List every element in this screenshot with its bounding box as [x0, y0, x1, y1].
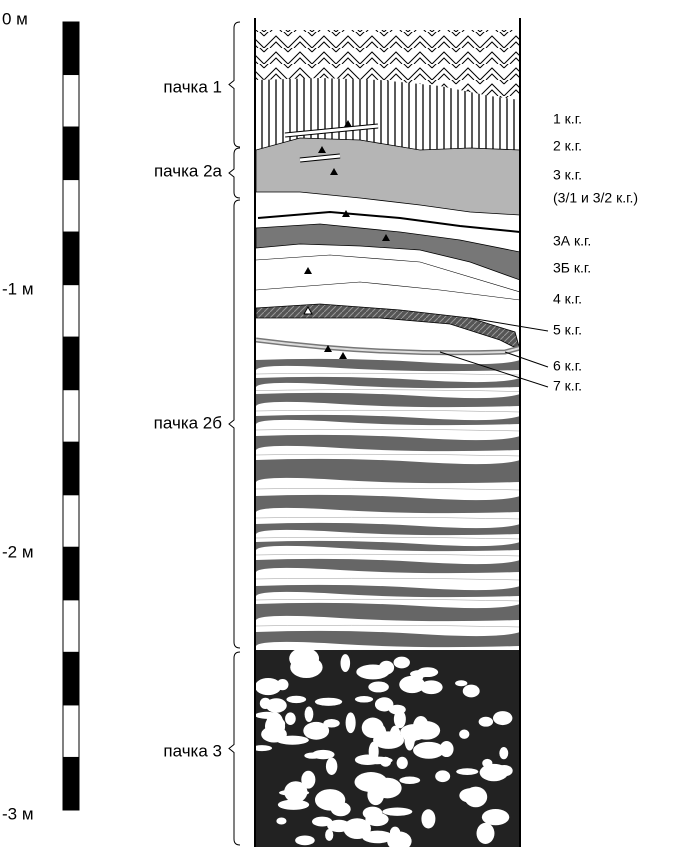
scale-label: -2 м — [2, 542, 34, 561]
pack-label: пачка 2а — [154, 161, 223, 180]
depth-scale — [62, 21, 80, 811]
layer-label: 3А к.г. — [553, 233, 591, 249]
layer-label: 3 к.г. — [553, 167, 582, 183]
layer-label: (3/1 и 3/2 к.г.) — [553, 190, 638, 206]
layer-label: 3Б к.г. — [553, 260, 591, 276]
layer-label: 6 к.г. — [553, 358, 582, 374]
pack-label: пачка 2б — [154, 413, 223, 432]
layer-label: 2 к.г. — [553, 138, 582, 154]
scale-label: -3 м — [2, 804, 34, 823]
layer-label: 4 к.г. — [553, 291, 582, 307]
scale-label: -1 м — [2, 279, 34, 298]
pack-label: пачка 1 — [163, 77, 222, 96]
layer-label: 7 к.г. — [553, 378, 582, 394]
scale-label: 0 м — [2, 9, 28, 28]
layer-label: 5 к.г. — [553, 322, 582, 338]
layer-label: 1 к.г. — [553, 111, 582, 127]
pack-label: пачка 3 — [163, 741, 222, 760]
column — [256, 18, 520, 847]
